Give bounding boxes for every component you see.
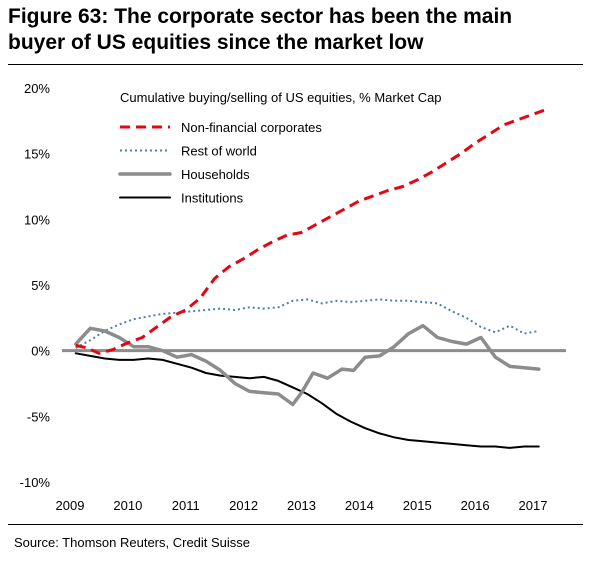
x-tick-label: 2011 bbox=[172, 498, 200, 513]
series-line-households bbox=[74, 323, 541, 407]
y-tick-label: -5% bbox=[27, 409, 51, 424]
legend-label: Institutions bbox=[181, 191, 244, 206]
y-tick-label: 5% bbox=[31, 278, 50, 293]
figure-title-line-1: Figure 63: The corporate sector has been… bbox=[8, 5, 513, 28]
x-tick-label: 2009 bbox=[56, 498, 85, 513]
legend-title: Cumulative buying/selling of US equities… bbox=[120, 90, 442, 105]
y-tick-label: 0% bbox=[31, 344, 50, 359]
series-line-non-financial-corporates bbox=[75, 107, 549, 355]
y-axis-ticks: 20% 15% 10% 5% 0% -5% -10% bbox=[20, 81, 51, 490]
bottom-divider bbox=[8, 524, 583, 525]
x-tick-label: 2017 bbox=[519, 498, 548, 513]
legend-label: Rest of world bbox=[181, 144, 257, 159]
y-tick-label: 10% bbox=[24, 212, 50, 227]
source-note: Source: Thomson Reuters, Credit Suisse bbox=[14, 535, 251, 550]
x-tick-label: 2013 bbox=[287, 498, 316, 513]
figure-title: Figure 63: The corporate sector has been… bbox=[8, 4, 588, 56]
x-tick-label: 2012 bbox=[229, 498, 258, 513]
x-tick-label: 2014 bbox=[345, 498, 374, 513]
legend: Cumulative buying/selling of US equities… bbox=[118, 90, 442, 206]
x-tick-label: 2016 bbox=[461, 498, 490, 513]
y-tick-label: -10% bbox=[20, 475, 51, 490]
legend-label: Non-financial corporates bbox=[181, 120, 322, 135]
x-tick-label: 2010 bbox=[113, 498, 142, 513]
y-tick-label: 20% bbox=[24, 81, 50, 96]
top-divider bbox=[8, 64, 583, 65]
y-tick-label: 15% bbox=[24, 147, 50, 162]
series-lines bbox=[74, 107, 549, 449]
x-axis-ticks: 2009 2010 2011 2012 2013 2014 2015 2016 2017 bbox=[56, 498, 548, 513]
series-line-institutions bbox=[74, 352, 540, 449]
figure-title-line-2: buyer of US equities since the market lo… bbox=[8, 31, 424, 54]
x-tick-label: 2015 bbox=[403, 498, 432, 513]
legend-label: Households bbox=[181, 167, 250, 182]
series-line-rest-of-world bbox=[75, 298, 539, 349]
